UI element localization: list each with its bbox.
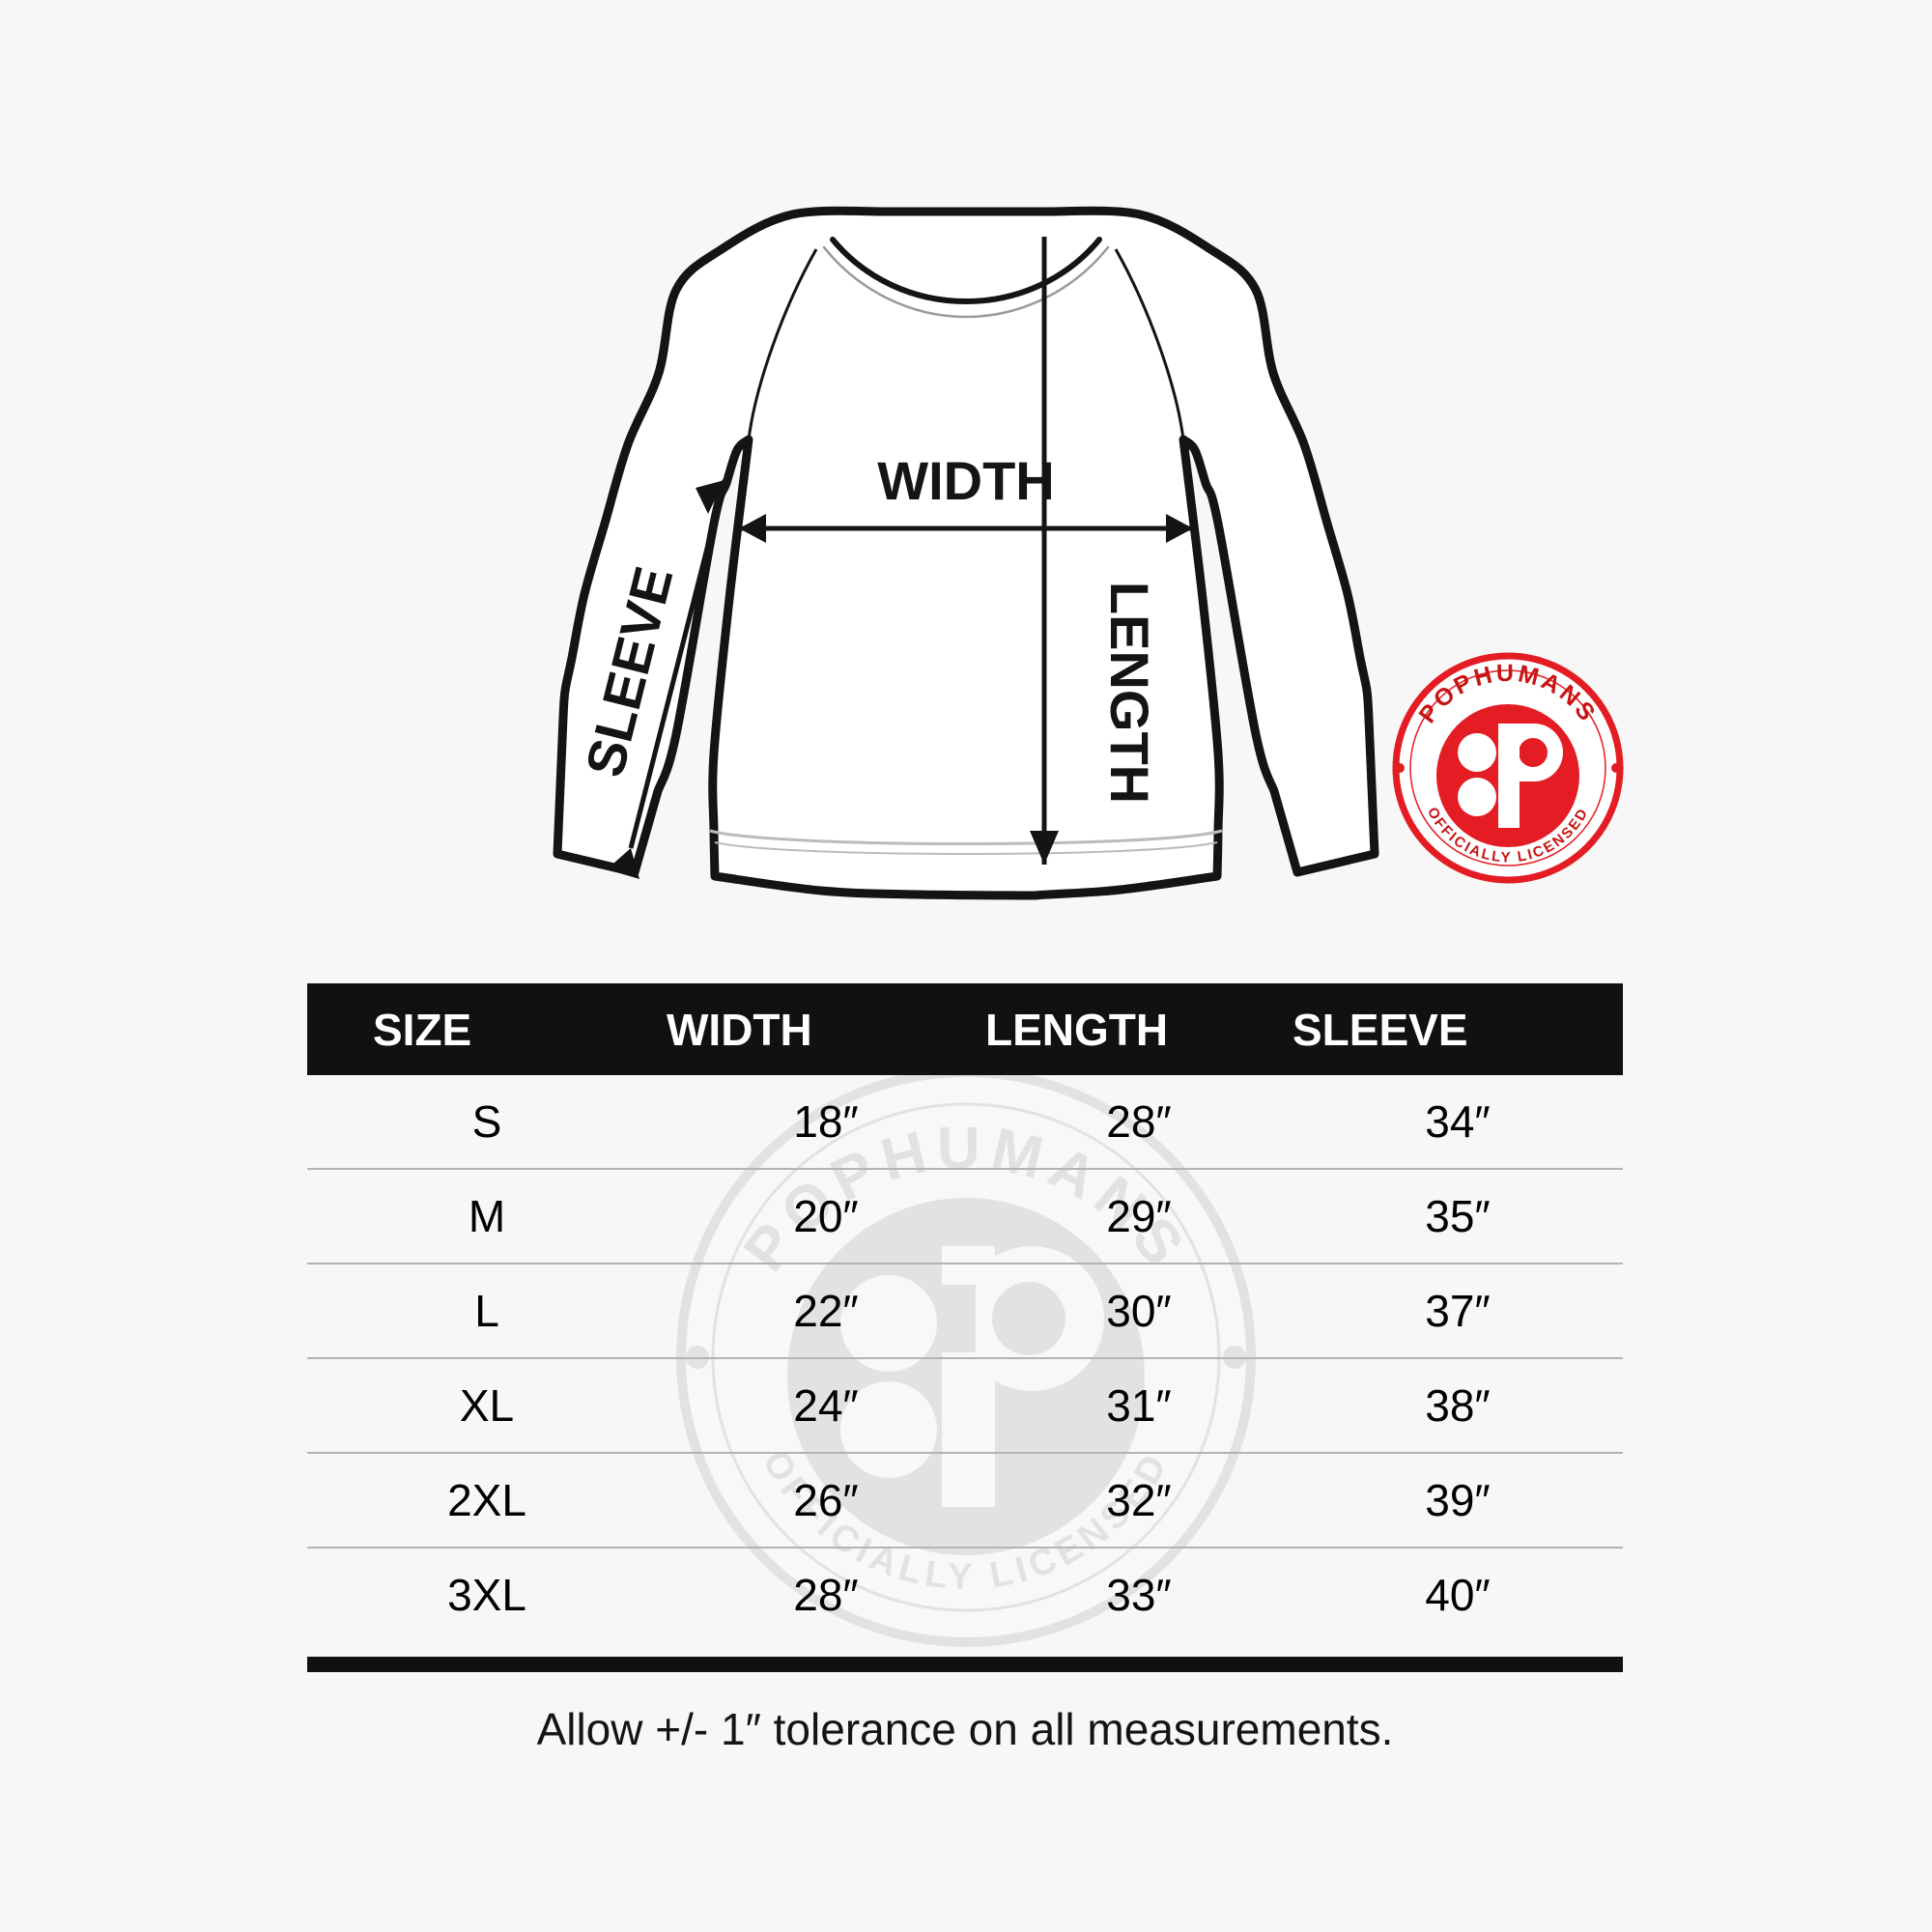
svg-text:LENGTH: LENGTH bbox=[1099, 582, 1160, 804]
svg-text:WIDTH: WIDTH bbox=[877, 450, 1055, 511]
